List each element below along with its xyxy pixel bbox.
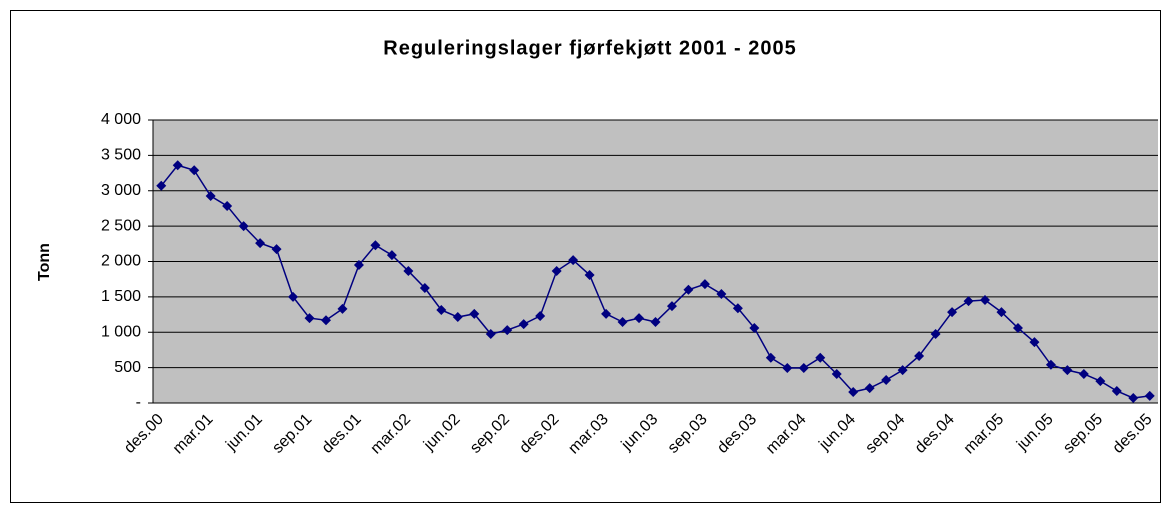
data-point xyxy=(732,303,743,314)
y-tick-label: 2 500 xyxy=(101,217,141,234)
data-point xyxy=(601,308,612,319)
data-point xyxy=(699,279,710,290)
y-tick-label: 3 000 xyxy=(101,182,141,199)
data-point xyxy=(304,313,315,324)
data-point xyxy=(930,329,941,340)
y-tick-label: - xyxy=(136,394,141,411)
data-point xyxy=(502,325,513,336)
data-point xyxy=(1095,376,1106,387)
data-point xyxy=(1029,337,1040,348)
y-axis-label: Tonn xyxy=(36,243,53,281)
data-point xyxy=(222,200,233,211)
data-point xyxy=(452,312,463,323)
data-point xyxy=(831,368,842,379)
data-point xyxy=(1078,368,1089,379)
data-point xyxy=(716,289,727,300)
data-point xyxy=(947,307,958,318)
y-tick-label: 4 000 xyxy=(101,111,141,128)
data-point xyxy=(996,307,1007,318)
data-point xyxy=(205,191,216,202)
chart-title: Reguleringslager fjørfekjøtt 2001 - 2005 xyxy=(383,37,796,59)
y-tick-label: 500 xyxy=(114,359,141,376)
data-point xyxy=(189,165,200,176)
data-point xyxy=(765,352,776,363)
data-point xyxy=(963,296,974,307)
data-point xyxy=(749,323,760,334)
data-point xyxy=(370,240,381,251)
data-point xyxy=(815,352,826,363)
data-point xyxy=(551,266,562,277)
data-point xyxy=(320,315,331,326)
y-tick-label: 1 000 xyxy=(101,323,141,340)
data-point xyxy=(881,375,892,386)
data-point xyxy=(518,319,529,330)
data-point xyxy=(584,269,595,280)
data-point xyxy=(897,365,908,376)
data-point xyxy=(288,291,299,302)
data-point xyxy=(271,244,282,255)
data-point xyxy=(848,387,859,398)
y-tick-label: 3 500 xyxy=(101,147,141,164)
y-tick-label: 2 000 xyxy=(101,253,141,270)
data-point xyxy=(1012,323,1023,334)
data-point xyxy=(337,303,348,314)
data-point xyxy=(255,238,266,249)
data-point xyxy=(683,284,694,295)
data-point xyxy=(864,383,875,394)
data-point xyxy=(914,350,925,361)
data-point xyxy=(419,283,430,294)
data-point xyxy=(634,313,645,324)
data-point xyxy=(172,160,183,171)
data-point xyxy=(436,304,447,315)
data-point xyxy=(238,221,249,232)
data-point xyxy=(485,329,496,340)
data-point xyxy=(617,316,628,327)
data-point xyxy=(650,316,661,327)
data-point xyxy=(386,250,397,261)
data-point xyxy=(403,266,414,277)
data-point xyxy=(353,260,364,271)
data-point xyxy=(156,180,167,191)
data-point xyxy=(980,295,991,306)
data-point xyxy=(1128,393,1139,404)
data-point xyxy=(782,362,793,373)
data-point xyxy=(798,362,809,373)
data-point xyxy=(535,310,546,321)
data-point xyxy=(1045,359,1056,370)
data-point xyxy=(1062,365,1073,376)
data-point xyxy=(1111,385,1122,396)
data-point xyxy=(666,301,677,312)
data-point xyxy=(1144,390,1155,401)
y-tick-label: 1 500 xyxy=(101,288,141,305)
data-point xyxy=(568,255,579,266)
data-point xyxy=(469,308,480,319)
